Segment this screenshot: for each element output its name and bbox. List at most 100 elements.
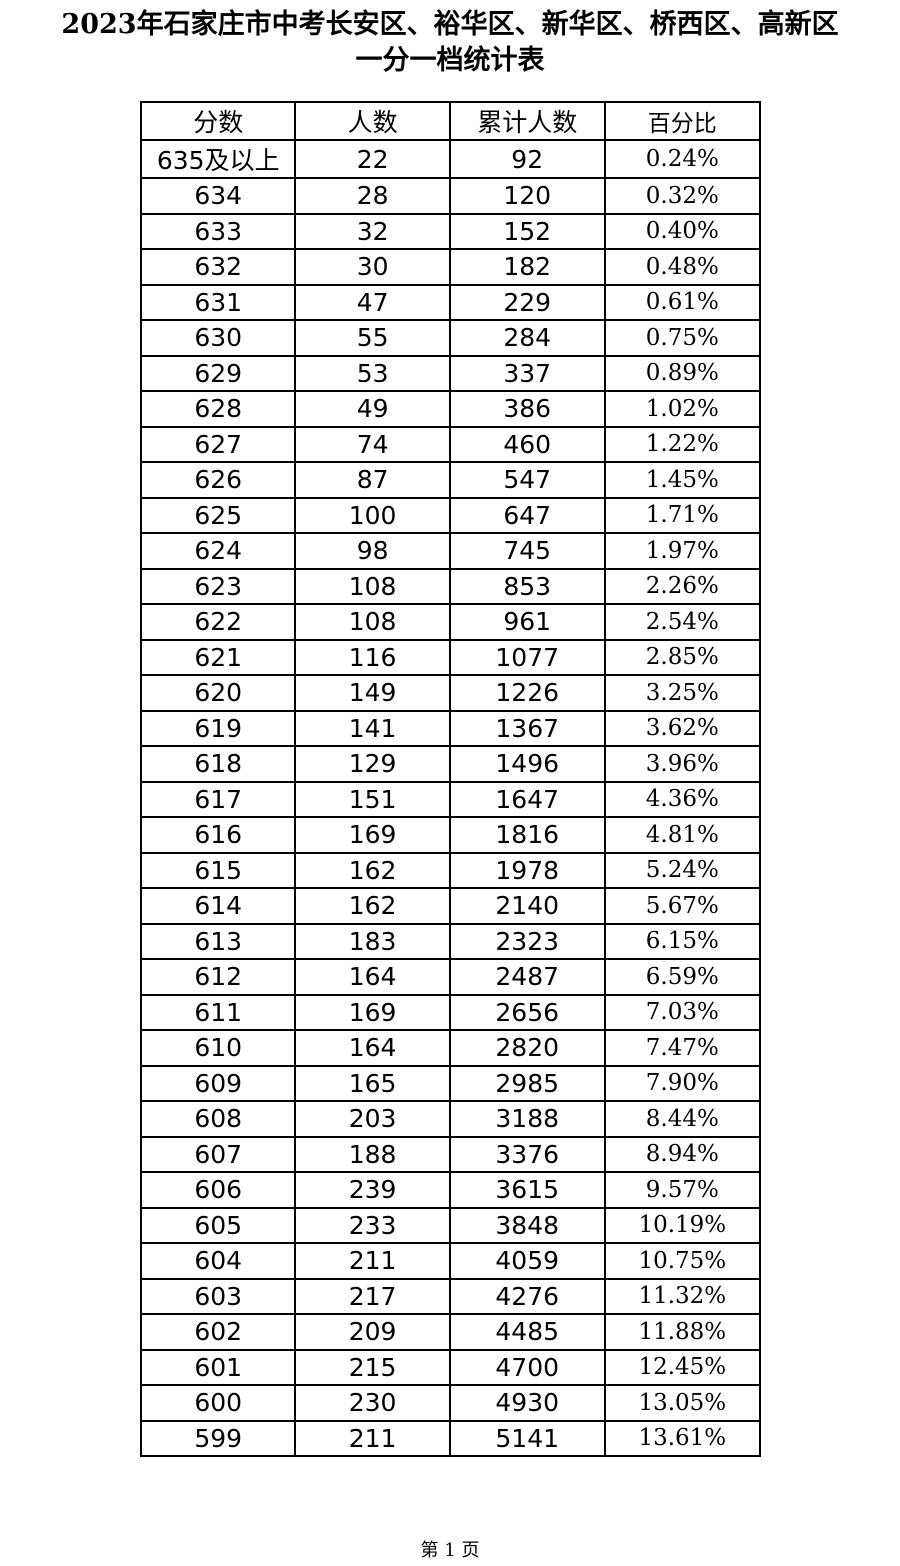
table-cell: 606 (139, 1171, 297, 1209)
table-cell: 10.75% (603, 1242, 762, 1280)
table-cell: 164 (294, 1029, 451, 1067)
table-cell: 2.85% (603, 638, 762, 676)
table-cell: 284 (448, 319, 606, 357)
table-cell: 55 (294, 319, 451, 357)
table-cell: 2656 (448, 993, 606, 1031)
table-cell: 337 (448, 354, 606, 392)
table-cell: 188 (294, 1135, 451, 1173)
table-row: 622 108 961 2.54% (139, 603, 762, 641)
table-cell: 7.90% (603, 1064, 762, 1102)
table-row: 618 129 1496 3.96% (139, 745, 762, 783)
table-cell: 1978 (448, 851, 606, 889)
table-cell: 229 (448, 283, 606, 321)
table-row: 625 100 647 1.71% (139, 496, 762, 534)
table-cell: 1.02% (603, 390, 762, 428)
table-cell: 625 (139, 496, 297, 534)
table-row: 634 28 120 0.32% (139, 177, 762, 215)
table-row: 601 215 4700 12.45% (139, 1348, 762, 1386)
table-cell: 601 (139, 1348, 297, 1386)
table-row: 624 98 745 1.97% (139, 532, 762, 570)
table-row: 611 169 2656 7.03% (139, 993, 762, 1031)
table-cell: 32 (294, 212, 451, 250)
table-cell: 120 (448, 177, 606, 215)
table-cell: 10.19% (603, 1206, 762, 1244)
table-cell: 0.40% (603, 212, 762, 250)
table-cell: 602 (139, 1313, 297, 1351)
table-cell: 3615 (448, 1171, 606, 1209)
table-cell: 616 (139, 816, 297, 854)
table-cell: 151 (294, 780, 451, 818)
column-header: 累计人数 (448, 101, 606, 141)
table-cell: 209 (294, 1313, 451, 1351)
table-row: 626 87 547 1.45% (139, 461, 762, 499)
table-cell: 608 (139, 1100, 297, 1138)
table-cell: 5.24% (603, 851, 762, 889)
table-cell: 239 (294, 1171, 451, 1209)
table-cell: 853 (448, 567, 606, 605)
table-row: 631 47 229 0.61% (139, 283, 762, 321)
table-cell: 53 (294, 354, 451, 392)
table-cell: 74 (294, 425, 451, 463)
table-cell: 626 (139, 461, 297, 499)
table-cell: 604 (139, 1242, 297, 1280)
table-cell: 28 (294, 177, 451, 215)
table-cell: 100 (294, 496, 451, 534)
table-cell: 129 (294, 745, 451, 783)
table-row: 617 151 1647 4.36% (139, 780, 762, 818)
table-row: 610 164 2820 7.47% (139, 1029, 762, 1067)
title: 2023年石家庄市中考长安区、裕华区、新华区、桥西区、高新区 (61, 9, 839, 40)
table-cell: 0.24% (603, 139, 762, 179)
table-cell: 7.47% (603, 1029, 762, 1067)
table-cell: 0.48% (603, 248, 762, 286)
table-row: 616 169 1816 4.81% (139, 816, 762, 854)
table-cell: 1816 (448, 816, 606, 854)
table-cell: 961 (448, 603, 606, 641)
table-cell: 4930 (448, 1384, 606, 1422)
table-cell: 11.88% (603, 1313, 762, 1351)
table-cell: 211 (294, 1242, 451, 1280)
table-cell: 182 (448, 248, 606, 286)
table-row: 613 183 2323 6.15% (139, 922, 762, 960)
table-cell: 13.05% (603, 1384, 762, 1422)
table-cell: 116 (294, 638, 451, 676)
table-cell: 6.15% (603, 922, 762, 960)
table-cell: 162 (294, 851, 451, 889)
table-cell: 460 (448, 425, 606, 463)
table-cell: 217 (294, 1277, 451, 1315)
table-cell: 0.89% (603, 354, 762, 392)
table-cell: 547 (448, 461, 606, 499)
header-row: 分数 人数 累计人数 百分比 (139, 101, 762, 141)
table-cell: 1.71% (603, 496, 762, 534)
table-cell: 0.61% (603, 283, 762, 321)
table-row: 605 233 3848 10.19% (139, 1206, 762, 1244)
table-cell: 745 (448, 532, 606, 570)
table-cell: 1.97% (603, 532, 762, 570)
table-cell: 169 (294, 816, 451, 854)
table-cell: 203 (294, 1100, 451, 1138)
table-cell: 386 (448, 390, 606, 428)
table-cell: 624 (139, 532, 297, 570)
table-cell: 6.59% (603, 958, 762, 996)
table-cell: 618 (139, 745, 297, 783)
table-cell: 11.32% (603, 1277, 762, 1315)
table-cell: 615 (139, 851, 297, 889)
table-cell: 2323 (448, 922, 606, 960)
page-number: 第 1 页 (420, 1540, 480, 1561)
table-cell: 9.57% (603, 1171, 762, 1209)
table-cell: 183 (294, 922, 451, 960)
table-row: 619 141 1367 3.62% (139, 709, 762, 747)
table-row: 635及以上 22 92 0.24% (139, 139, 762, 179)
table-cell: 1496 (448, 745, 606, 783)
table-cell: 621 (139, 638, 297, 676)
table-row: 599 211 5141 13.61% (139, 1419, 762, 1457)
table-cell: 7.03% (603, 993, 762, 1031)
table-cell: 49 (294, 390, 451, 428)
table-row: 615 162 1978 5.24% (139, 851, 762, 889)
table-cell: 4276 (448, 1277, 606, 1315)
table-cell: 630 (139, 319, 297, 357)
table-cell: 4485 (448, 1313, 606, 1351)
table-cell: 619 (139, 709, 297, 747)
table-cell: 152 (448, 212, 606, 250)
table-cell: 1226 (448, 674, 606, 712)
